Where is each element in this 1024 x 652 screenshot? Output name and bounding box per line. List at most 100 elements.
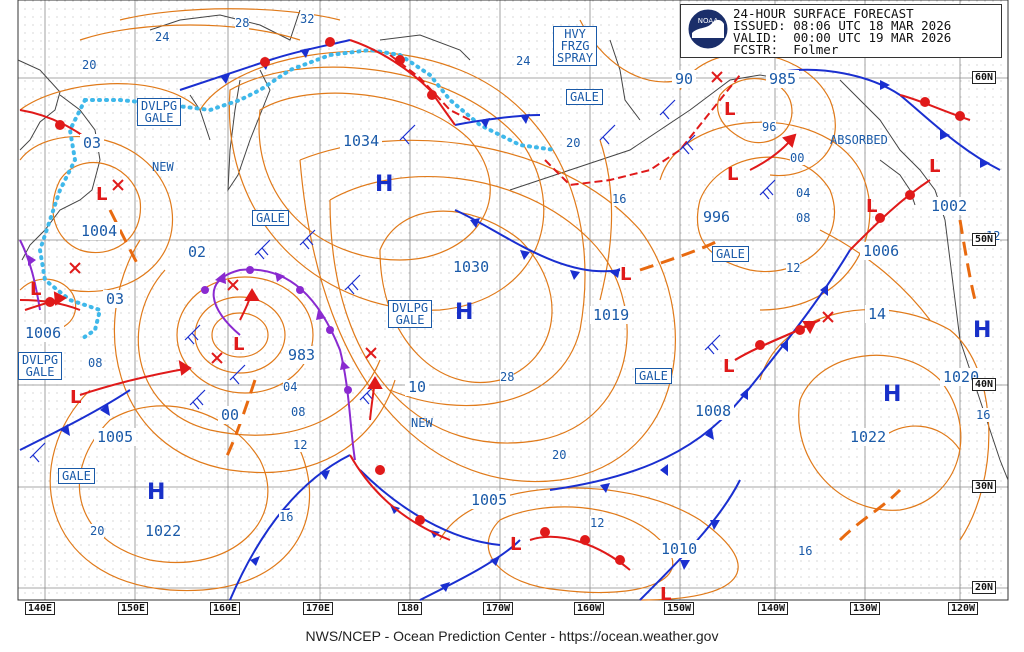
footer-credit: NWS/NCEP - Ocean Prediction Center - htt… xyxy=(305,628,719,644)
ice-edge xyxy=(37,47,557,342)
lon-label: 150W xyxy=(664,602,695,615)
svg-text:NOAA: NOAA xyxy=(698,17,719,25)
pressure-1019: 1019 xyxy=(590,306,633,324)
lat-label: 30N xyxy=(972,480,997,493)
warning-gale: GALE xyxy=(566,89,603,105)
isobar-label: 08 xyxy=(88,356,103,370)
noaa-logo-icon: NOAA xyxy=(687,8,729,50)
pressure-983: 983 xyxy=(285,346,319,364)
isobar-label: 04 xyxy=(283,380,298,394)
graticule xyxy=(18,0,1008,600)
high-center-symbol: H xyxy=(883,382,902,407)
pressure-1020: 1020 xyxy=(940,368,983,386)
svg-text:L: L xyxy=(510,534,521,555)
note-absorbed: ABSORBED xyxy=(830,133,888,147)
forecast-positions xyxy=(69,71,834,364)
warning-dvlpg-gale: DVLPG GALE xyxy=(18,352,63,380)
high-center-symbol: H xyxy=(455,300,474,325)
isobar-label: 16 xyxy=(798,544,813,558)
svg-text:L: L xyxy=(929,156,940,177)
lat-label: 40N xyxy=(972,378,997,391)
isobar-label: 32 xyxy=(300,12,315,26)
isobar-label: 00 xyxy=(218,406,243,424)
coastlines xyxy=(17,9,1009,481)
svg-text:L: L xyxy=(30,279,41,300)
svg-text:L: L xyxy=(70,387,81,408)
motion-arrows xyxy=(24,133,817,421)
svg-text:L: L xyxy=(620,264,631,285)
lon-label: 140W xyxy=(758,602,789,615)
isobar-label: 00 xyxy=(790,151,805,165)
isobar-label: 10 xyxy=(405,378,430,396)
pressure-1010: 1010 xyxy=(658,540,701,558)
svg-text:L: L xyxy=(660,584,671,605)
isobar-label: 96 xyxy=(762,120,777,134)
isobar-label: 04 xyxy=(796,186,811,200)
lon-label: 170E xyxy=(303,602,334,615)
high-center-symbol: H xyxy=(973,318,992,343)
pressure-1006: 1006 xyxy=(22,324,65,342)
isobar-label: 16 xyxy=(612,192,627,206)
note-new: NEW xyxy=(152,160,174,174)
warning-dvlpg-gale: DVLPG GALE xyxy=(388,300,433,328)
svg-text:L: L xyxy=(233,334,244,355)
isobar-label: 02 xyxy=(185,243,210,261)
low-symbols: L L L L L L L L L L L L xyxy=(30,99,940,605)
header-issued: ISSUED: 08:06 UTC 18 MAR 2026 xyxy=(733,18,952,33)
isobar-label: 20 xyxy=(82,58,97,72)
warning-gale: GALE xyxy=(252,210,289,226)
svg-text:L: L xyxy=(727,164,738,185)
high-center-symbol: H xyxy=(375,172,394,197)
wind-barbs xyxy=(29,99,776,463)
pressure-1004: 1004 xyxy=(78,222,121,240)
warning-gale: GALE xyxy=(712,246,749,262)
pressure-1030: 1030 xyxy=(450,258,493,276)
isobar-label: 20 xyxy=(566,136,581,150)
lat-label: 20N xyxy=(972,581,997,594)
forecast-header: NOAA 24-HOUR SURFACE FORECAST ISSUED: 08… xyxy=(680,4,1002,58)
header-title: 24-HOUR SURFACE FORECAST xyxy=(733,6,914,21)
isobar-label: 14 xyxy=(865,305,890,323)
warning-gale: GALE xyxy=(58,468,95,484)
pressure-1005: 1005 xyxy=(94,428,137,446)
isobar-label: 12 xyxy=(590,516,605,530)
lon-label: 160E xyxy=(210,602,241,615)
header-valid: VALID: 00:00 UTC 19 MAR 2026 xyxy=(733,30,952,45)
high-center-symbol: H xyxy=(147,480,166,505)
lon-label: 150E xyxy=(118,602,149,615)
pressure-996: 996 xyxy=(700,208,734,226)
isobar-label: 08 xyxy=(291,405,306,419)
pressure-1002: 1002 xyxy=(928,197,971,215)
lat-label: 60N xyxy=(972,71,997,84)
pressure-1022: 1022 xyxy=(847,428,890,446)
pressure-1006: 1006 xyxy=(860,242,903,260)
isobar-label: 03 xyxy=(103,290,128,308)
warning-hvy-frzg-spray: HVY FRZG SPRAY xyxy=(553,26,598,66)
isobar-label: 20 xyxy=(90,524,105,538)
lon-label: 170W xyxy=(483,602,514,615)
troughs xyxy=(108,209,977,542)
isobar-label: 20 xyxy=(552,448,567,462)
isobar-label: 24 xyxy=(516,54,531,68)
lon-label: 160W xyxy=(574,602,605,615)
occluded-fronts xyxy=(19,239,356,461)
isobar-label: 03 xyxy=(80,134,105,152)
warning-gale: GALE xyxy=(635,368,672,384)
svg-text:L: L xyxy=(723,356,734,377)
lon-label: 120W xyxy=(948,602,979,615)
map-background xyxy=(18,0,1008,600)
freezing-spray-area xyxy=(389,54,741,187)
pressure-1022: 1022 xyxy=(142,522,185,540)
lon-label: 140E xyxy=(25,602,56,615)
header-forecaster: FCSTR: Folmer xyxy=(733,42,839,57)
isobar-label: 28 xyxy=(235,16,250,30)
pressure-985: 985 xyxy=(766,70,800,88)
warning-dvlpg-gale: DVLPG GALE xyxy=(137,98,182,126)
svg-text:L: L xyxy=(724,99,735,120)
isobar-label: 90 xyxy=(672,70,697,88)
isobar-label: 16 xyxy=(279,510,294,524)
isobar-label: 24 xyxy=(155,30,170,44)
isobar-label: 16 xyxy=(976,408,991,422)
isobar-label: 28 xyxy=(500,370,515,384)
lon-label: 130W xyxy=(850,602,881,615)
